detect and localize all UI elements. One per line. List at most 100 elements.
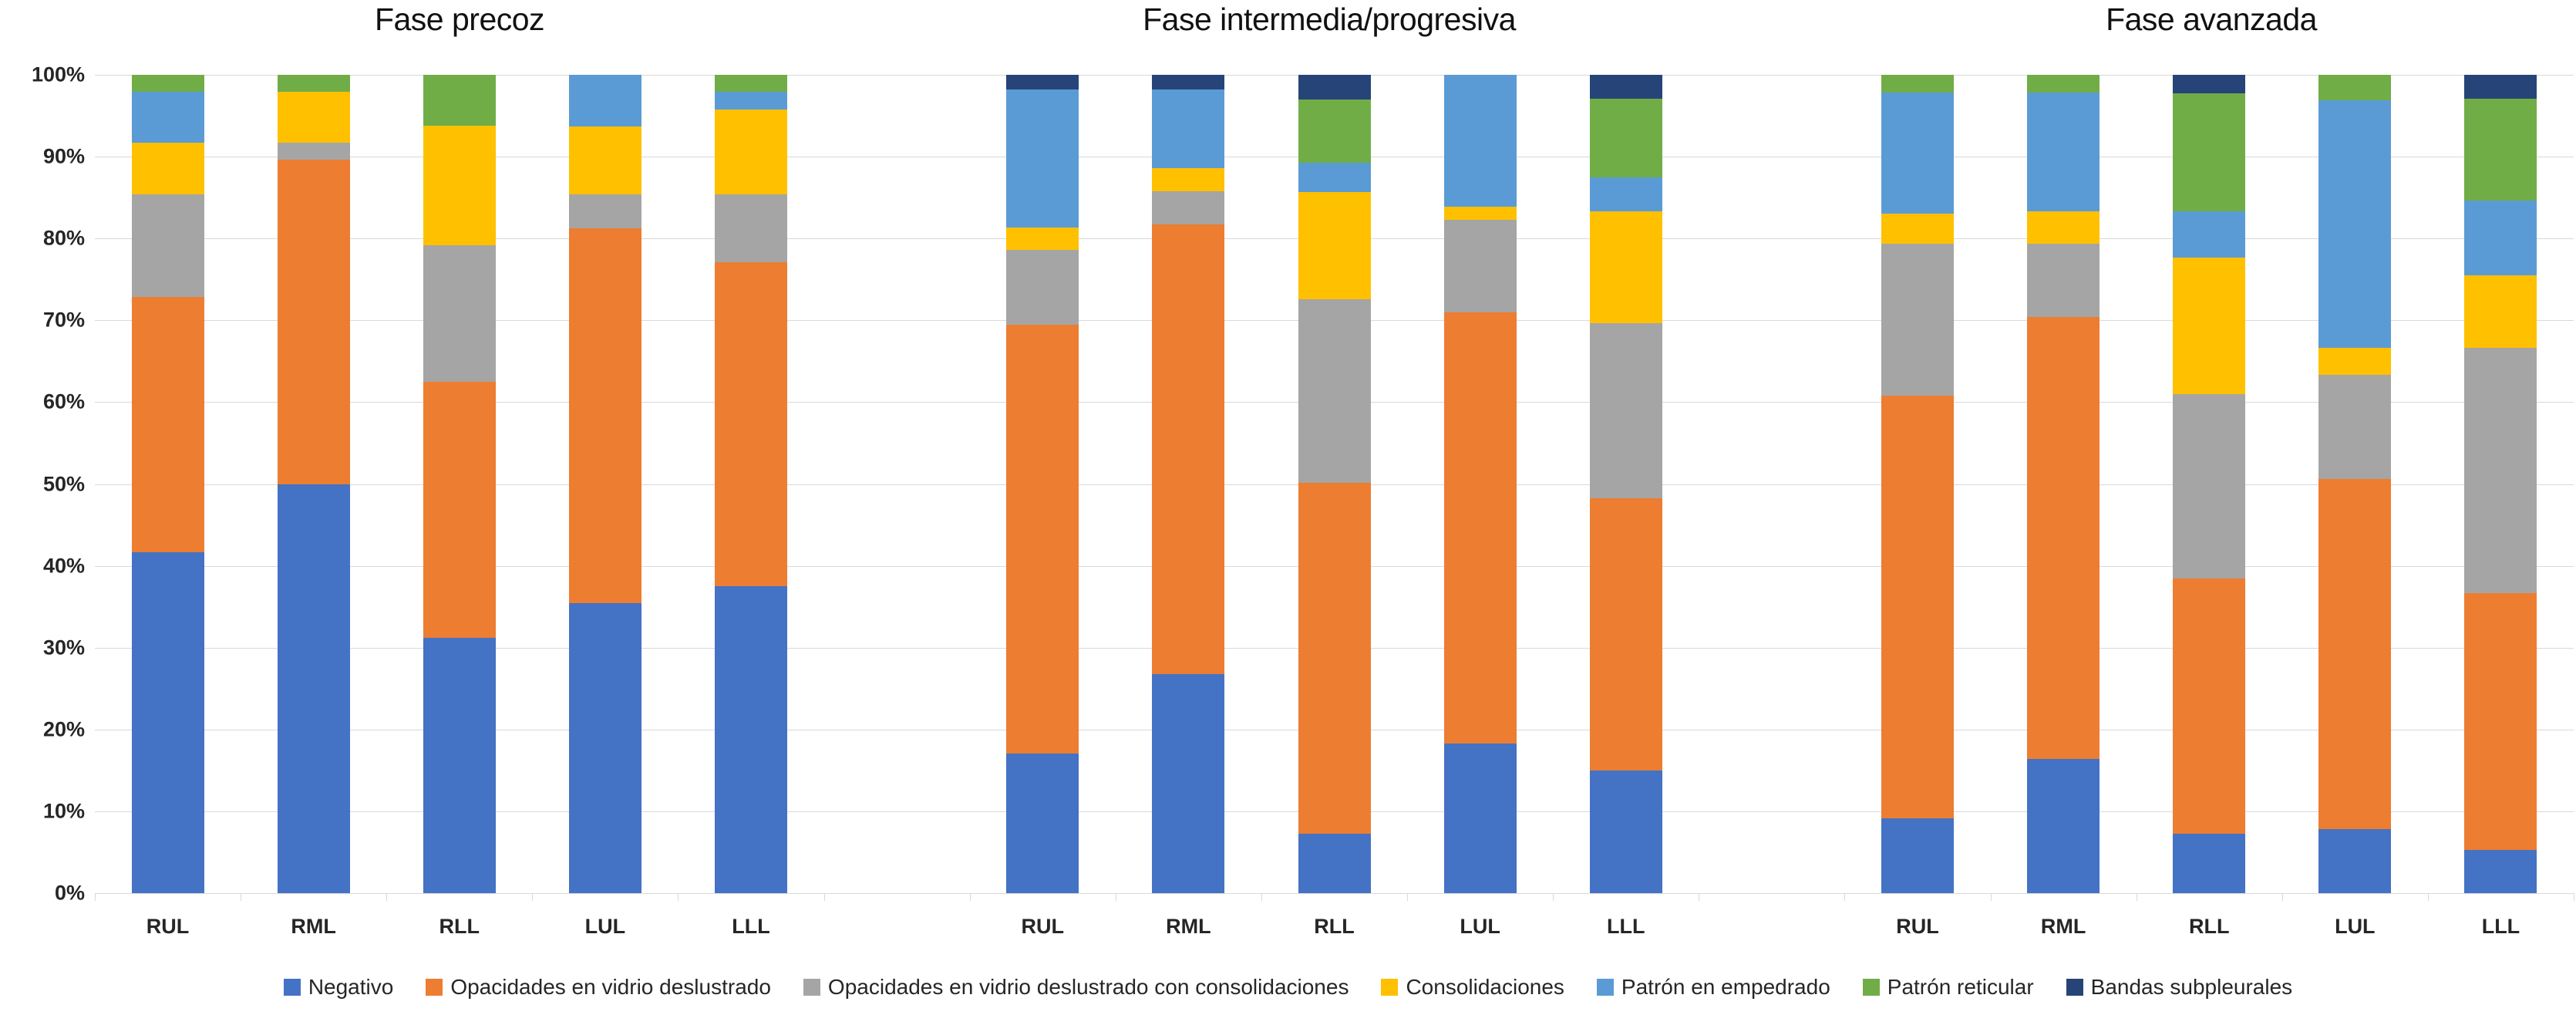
bar-segment-consolidaciones	[2173, 257, 2246, 394]
x-tick-mark	[1407, 893, 1409, 901]
legend-swatch-consolidaciones	[1381, 979, 1399, 996]
legend-item-negativo: Negativo	[283, 975, 394, 999]
bar-segment-patron-empedrado	[1152, 89, 1225, 168]
bar-segment-patron-empedrado	[1298, 162, 1371, 192]
bar-segment-patron-empedrado	[131, 92, 204, 143]
bar-segment-opacidades-vidrio-deslustrado-con-consolidaciones	[1152, 191, 1225, 225]
category-label-rul: RUL	[1896, 915, 1939, 938]
category-label-rml: RML	[1166, 915, 1211, 938]
x-tick-mark	[1553, 893, 1554, 901]
legend: Negativo Opacidades en vidrio deslustrado…	[0, 976, 2576, 998]
bar-fase-intermedia-progresiva-lll	[1589, 75, 1662, 893]
bar-segment-consolidaciones	[1298, 191, 1371, 299]
x-tick-mark	[1990, 893, 1992, 901]
bar-segment-patron-empedrado	[2027, 93, 2100, 212]
bar-segment-opacidades-vidrio-deslustrado	[131, 296, 204, 552]
bar-segment-opacidades-vidrio-deslustrado	[2318, 479, 2392, 830]
bar-segment-consolidaciones	[1006, 228, 1079, 251]
bar-segment-opacidades-vidrio-deslustrado-con-consolidaciones	[1589, 322, 1662, 498]
bar-segment-patron-empedrado	[715, 92, 788, 110]
y-tick-label: 70%	[42, 308, 85, 332]
legend-swatch-bandas-subpleurales	[2066, 979, 2083, 996]
y-tick-label: 50%	[42, 472, 85, 495]
bar-segment-opacidades-vidrio-deslustrado-con-consolidaciones	[1443, 219, 1517, 312]
bar-segment-patron-empedrado	[1881, 93, 1954, 214]
bar-fase-avanzada-rul	[1881, 75, 1954, 893]
bar-segment-bandas-subpleurales	[1298, 75, 1371, 99]
y-tick-label: 100%	[31, 62, 85, 86]
bar-segment-consolidaciones	[2318, 348, 2392, 376]
bar-segment-patron-reticular	[1881, 75, 1954, 93]
bar-segment-patron-reticular	[2173, 93, 2246, 212]
bar-fase-avanzada-rml	[2027, 75, 2100, 893]
bar-segment-opacidades-vidrio-deslustrado	[1152, 224, 1225, 674]
x-tick-mark	[678, 893, 679, 901]
bar-segment-opacidades-vidrio-deslustrado-con-consolidaciones	[131, 194, 204, 297]
bar-segment-consolidaciones	[2464, 275, 2537, 349]
bar-segment-consolidaciones	[1881, 214, 1954, 244]
y-tick-label: 60%	[42, 389, 85, 413]
bar-segment-patron-reticular	[131, 75, 204, 93]
category-label-rml: RML	[2040, 915, 2086, 938]
bar-segment-bandas-subpleurales	[2173, 75, 2246, 94]
bar-segment-opacidades-vidrio-deslustrado-con-consolidaciones	[568, 194, 641, 229]
x-tick-mark	[95, 893, 96, 901]
bar-segment-opacidades-vidrio-deslustrado	[1881, 395, 1954, 819]
bar-segment-consolidaciones	[2027, 211, 2100, 244]
bar-segment-bandas-subpleurales	[1006, 75, 1079, 90]
bar-segment-consolidaciones	[423, 125, 496, 245]
bar-segment-opacidades-vidrio-deslustrado-con-consolidaciones	[1298, 298, 1371, 484]
bar-fase-intermedia-progresiva-lul	[1443, 75, 1517, 893]
bar-segment-patron-empedrado	[568, 75, 641, 126]
bar-segment-patron-reticular	[2027, 75, 2100, 93]
bar-fase-precoz-rll	[423, 75, 496, 893]
bar-segment-negativo	[2173, 833, 2246, 893]
legend-label-negativo: Negativo	[308, 975, 394, 999]
bar-segment-opacidades-vidrio-deslustrado-con-consolidaciones	[1881, 243, 1954, 396]
legend-swatch-patron-empedrado	[1596, 979, 1614, 996]
bar-fase-avanzada-lul	[2318, 75, 2392, 893]
x-tick-mark	[1844, 893, 1846, 901]
bar-segment-negativo	[2464, 849, 2537, 893]
bar-segment-patron-empedrado	[1443, 75, 1517, 207]
bar-segment-negativo	[1298, 833, 1371, 893]
bar-segment-opacidades-vidrio-deslustrado	[568, 228, 641, 604]
bar-fase-precoz-lul	[568, 75, 641, 893]
category-label-lll: LLL	[1606, 915, 1645, 938]
legend-swatch-opacidades-vidrio-deslustrado-con-consolidaciones	[803, 979, 820, 996]
category-label-lul: LUL	[1460, 915, 1500, 938]
x-tick-mark	[2427, 893, 2429, 901]
bar-segment-patron-reticular	[2318, 75, 2392, 100]
bar-segment-negativo	[1589, 770, 1662, 893]
bar-segment-opacidades-vidrio-deslustrado	[715, 261, 788, 587]
bar-segment-consolidaciones	[277, 92, 350, 143]
bar-segment-negativo	[568, 603, 641, 893]
bar-fase-precoz-lll	[715, 75, 788, 893]
bar-segment-negativo	[1006, 753, 1079, 893]
y-tick-label: 10%	[42, 799, 85, 823]
category-label-rml: RML	[291, 915, 336, 938]
category-label-lul: LUL	[2335, 915, 2376, 938]
bar-segment-negativo	[131, 551, 204, 893]
panel-title-fase-precoz: Fase precoz	[374, 2, 545, 37]
bar-segment-negativo	[715, 586, 788, 893]
bar-fase-intermedia-progresiva-rul	[1006, 75, 1079, 893]
bar-segment-patron-reticular	[277, 75, 350, 93]
x-tick-mark	[386, 893, 388, 901]
bar-segment-opacidades-vidrio-deslustrado-con-consolidaciones	[277, 143, 350, 160]
bar-segment-patron-empedrado	[1589, 177, 1662, 212]
category-label-lul: LUL	[584, 915, 626, 938]
bar-fase-precoz-rul	[131, 75, 204, 893]
panel-title-fase-avanzada: Fase avanzada	[2106, 2, 2317, 37]
bar-segment-opacidades-vidrio-deslustrado	[1006, 324, 1079, 754]
legend-label-patron-reticular: Patrón reticular	[1887, 975, 2034, 999]
legend-item-opacidades-vidrio-deslustrado-con-consolidaciones: Opacidades en vidrio deslustrado con con…	[803, 976, 1349, 998]
bar-segment-opacidades-vidrio-deslustrado-con-consolidaciones	[2027, 243, 2100, 318]
bar-segment-negativo	[423, 637, 496, 893]
bar-segment-patron-reticular	[1298, 99, 1371, 163]
bar-segment-consolidaciones	[1443, 206, 1517, 220]
bar-segment-patron-empedrado	[1006, 89, 1079, 228]
bar-segment-patron-reticular	[423, 75, 496, 126]
y-tick-label: 0%	[54, 881, 85, 905]
